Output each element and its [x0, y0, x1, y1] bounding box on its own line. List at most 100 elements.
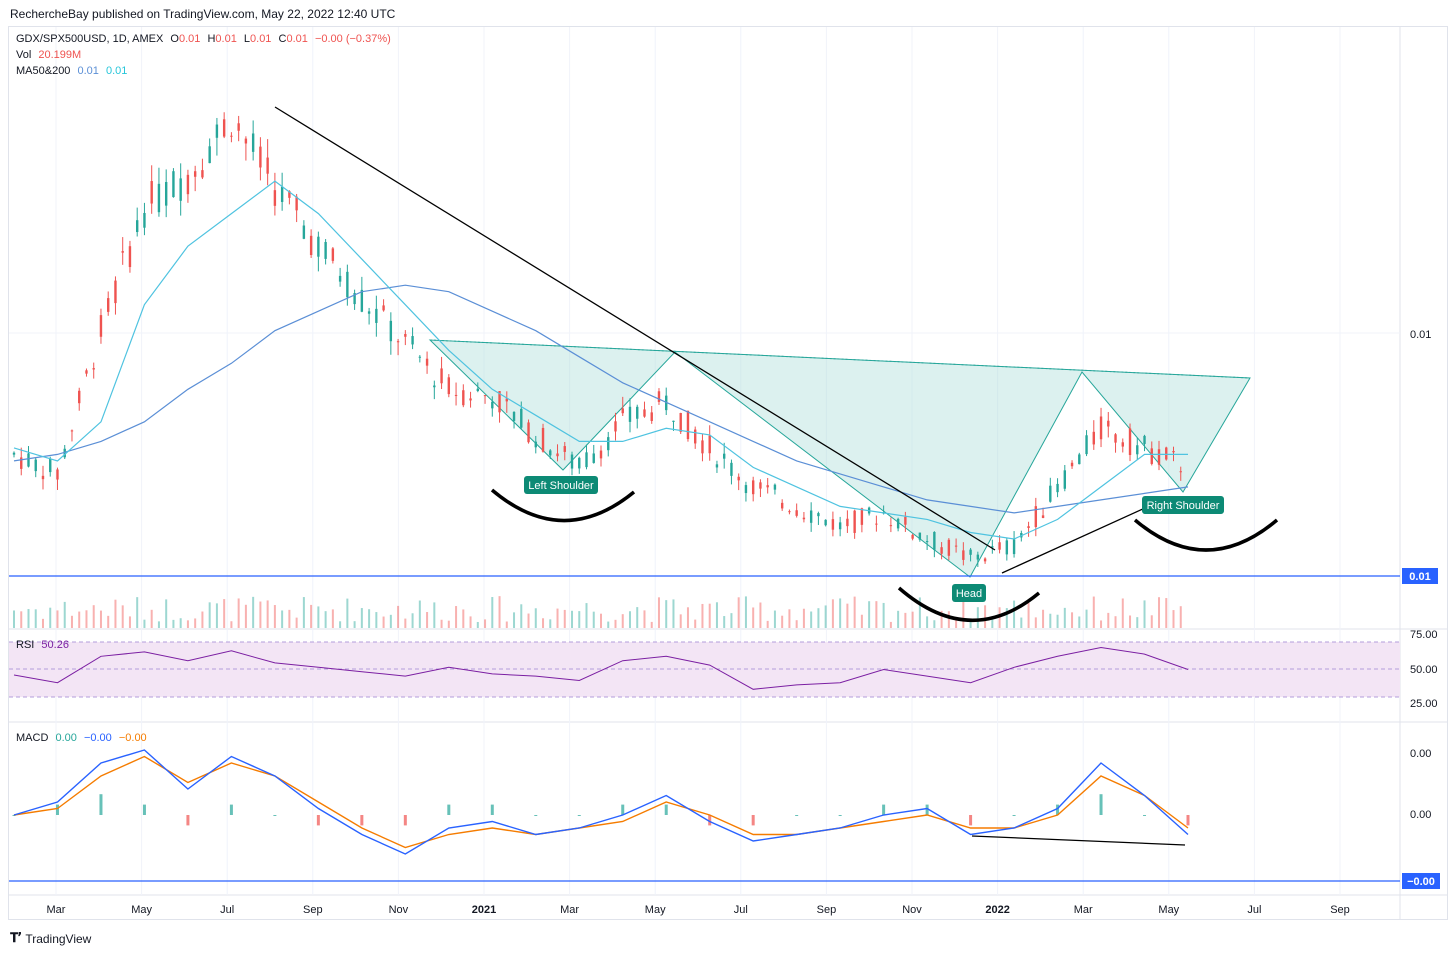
- candle-body: [367, 311, 371, 314]
- volume-bar: [549, 619, 552, 628]
- volume-bar: [1063, 607, 1066, 628]
- volume-label[interactable]: Vol: [16, 49, 32, 61]
- ma50-line: [13, 180, 1188, 540]
- candle-body: [534, 441, 537, 448]
- volume-bar: [92, 605, 95, 628]
- volume-bar: [636, 607, 639, 628]
- volume-bar: [186, 620, 189, 628]
- volume-bar: [273, 605, 276, 628]
- volume-bar: [375, 612, 378, 628]
- volume-bar: [730, 613, 733, 628]
- macd-hist-bar: [925, 804, 929, 815]
- open-value: 0.01: [178, 33, 201, 45]
- candle-body: [896, 518, 900, 529]
- macd-hist-bar: [142, 804, 146, 815]
- downtrend-line: [274, 106, 996, 551]
- x-tick-label: Jul: [1247, 904, 1261, 916]
- volume-bar: [571, 610, 574, 628]
- candle-body: [70, 430, 74, 432]
- candle-body: [20, 457, 23, 469]
- candle-body: [795, 510, 798, 516]
- volume-bar: [1172, 610, 1175, 628]
- candle-body: [172, 171, 175, 198]
- candle-body: [505, 398, 508, 402]
- volume-bar: [49, 607, 52, 628]
- candle-body: [433, 385, 436, 388]
- high-label: H: [207, 33, 216, 45]
- volume-bar: [527, 613, 530, 628]
- volume-bar: [85, 610, 88, 628]
- volume-bar: [578, 611, 581, 628]
- volume-bar: [513, 612, 516, 628]
- candle-body: [483, 395, 487, 397]
- volume-bar: [715, 602, 718, 628]
- volume-bar: [752, 607, 755, 628]
- candle-body: [744, 485, 748, 494]
- volume-bar: [737, 597, 740, 628]
- candle-body: [230, 135, 233, 137]
- x-tick-label: 2022: [985, 904, 1009, 916]
- volume-bar: [955, 619, 958, 628]
- candle-body: [701, 440, 704, 454]
- rsi-label[interactable]: RSI: [16, 639, 35, 651]
- volume-bar: [795, 620, 798, 628]
- volume-bar: [302, 597, 305, 628]
- macd-hline-label: −0.00: [1407, 876, 1435, 888]
- candle-body: [563, 446, 566, 452]
- candle-body: [150, 181, 153, 204]
- volume-bar: [520, 604, 523, 628]
- candle-body: [411, 336, 414, 345]
- symbol-name[interactable]: GDX/SPX500USD, 1D, AMEX: [16, 33, 164, 45]
- volume-bar: [418, 600, 421, 628]
- volume-bar: [882, 602, 885, 628]
- candle-body: [193, 171, 197, 177]
- macd-label[interactable]: MACD: [16, 732, 49, 744]
- volume-bar: [107, 615, 110, 628]
- x-tick-label: May: [1158, 904, 1179, 916]
- candle-body: [375, 308, 378, 323]
- macd-hist-bar: [1099, 794, 1103, 815]
- ma50-value: 0.01: [77, 65, 99, 77]
- candle-body: [309, 235, 313, 256]
- macd-signal-value: −0.00: [83, 732, 112, 744]
- head-label-box: [952, 584, 986, 602]
- volume-bar: [498, 596, 501, 628]
- candle-body: [237, 123, 240, 131]
- candle-body: [636, 406, 639, 419]
- candle-body: [1157, 449, 1161, 465]
- volume-bar: [13, 610, 15, 628]
- open-label: O: [170, 33, 179, 45]
- candle-body: [382, 305, 385, 311]
- macd-hist-bar: [1012, 815, 1016, 816]
- candle-body: [1027, 526, 1030, 528]
- hline-price-label: 0.01: [1409, 571, 1430, 583]
- candle-body: [824, 519, 827, 526]
- volume-bar: [1020, 617, 1023, 628]
- volume-bar: [27, 609, 30, 628]
- volume-bar: [831, 599, 834, 628]
- candle-body: [251, 133, 255, 152]
- volume-bar: [404, 618, 407, 628]
- ma-label[interactable]: MA50&200: [16, 65, 71, 77]
- volume-bar: [505, 621, 508, 628]
- candle-body: [34, 459, 37, 472]
- head-arc: [897, 586, 1041, 622]
- candle-body: [135, 220, 139, 233]
- volume-bar: [766, 620, 769, 628]
- macd-hist-bar: [1186, 815, 1190, 826]
- candle-body: [404, 334, 407, 337]
- tradingview-logo[interactable]: 𝐓’ TradingView: [10, 931, 91, 946]
- rsi-tick-75: 75.00: [1410, 629, 1438, 641]
- macd-hist-bar: [447, 804, 451, 815]
- macd-hist-bar: [534, 815, 538, 816]
- macd-line: [13, 749, 1189, 855]
- candle-body: [621, 408, 624, 414]
- volume-bar: [223, 599, 226, 628]
- candle-body: [918, 532, 922, 540]
- volume-bar: [773, 610, 776, 628]
- macd-hist-bar: [55, 804, 59, 815]
- candle-body: [614, 421, 617, 432]
- x-tick-label: Sep: [817, 904, 837, 916]
- candle-body: [302, 225, 306, 239]
